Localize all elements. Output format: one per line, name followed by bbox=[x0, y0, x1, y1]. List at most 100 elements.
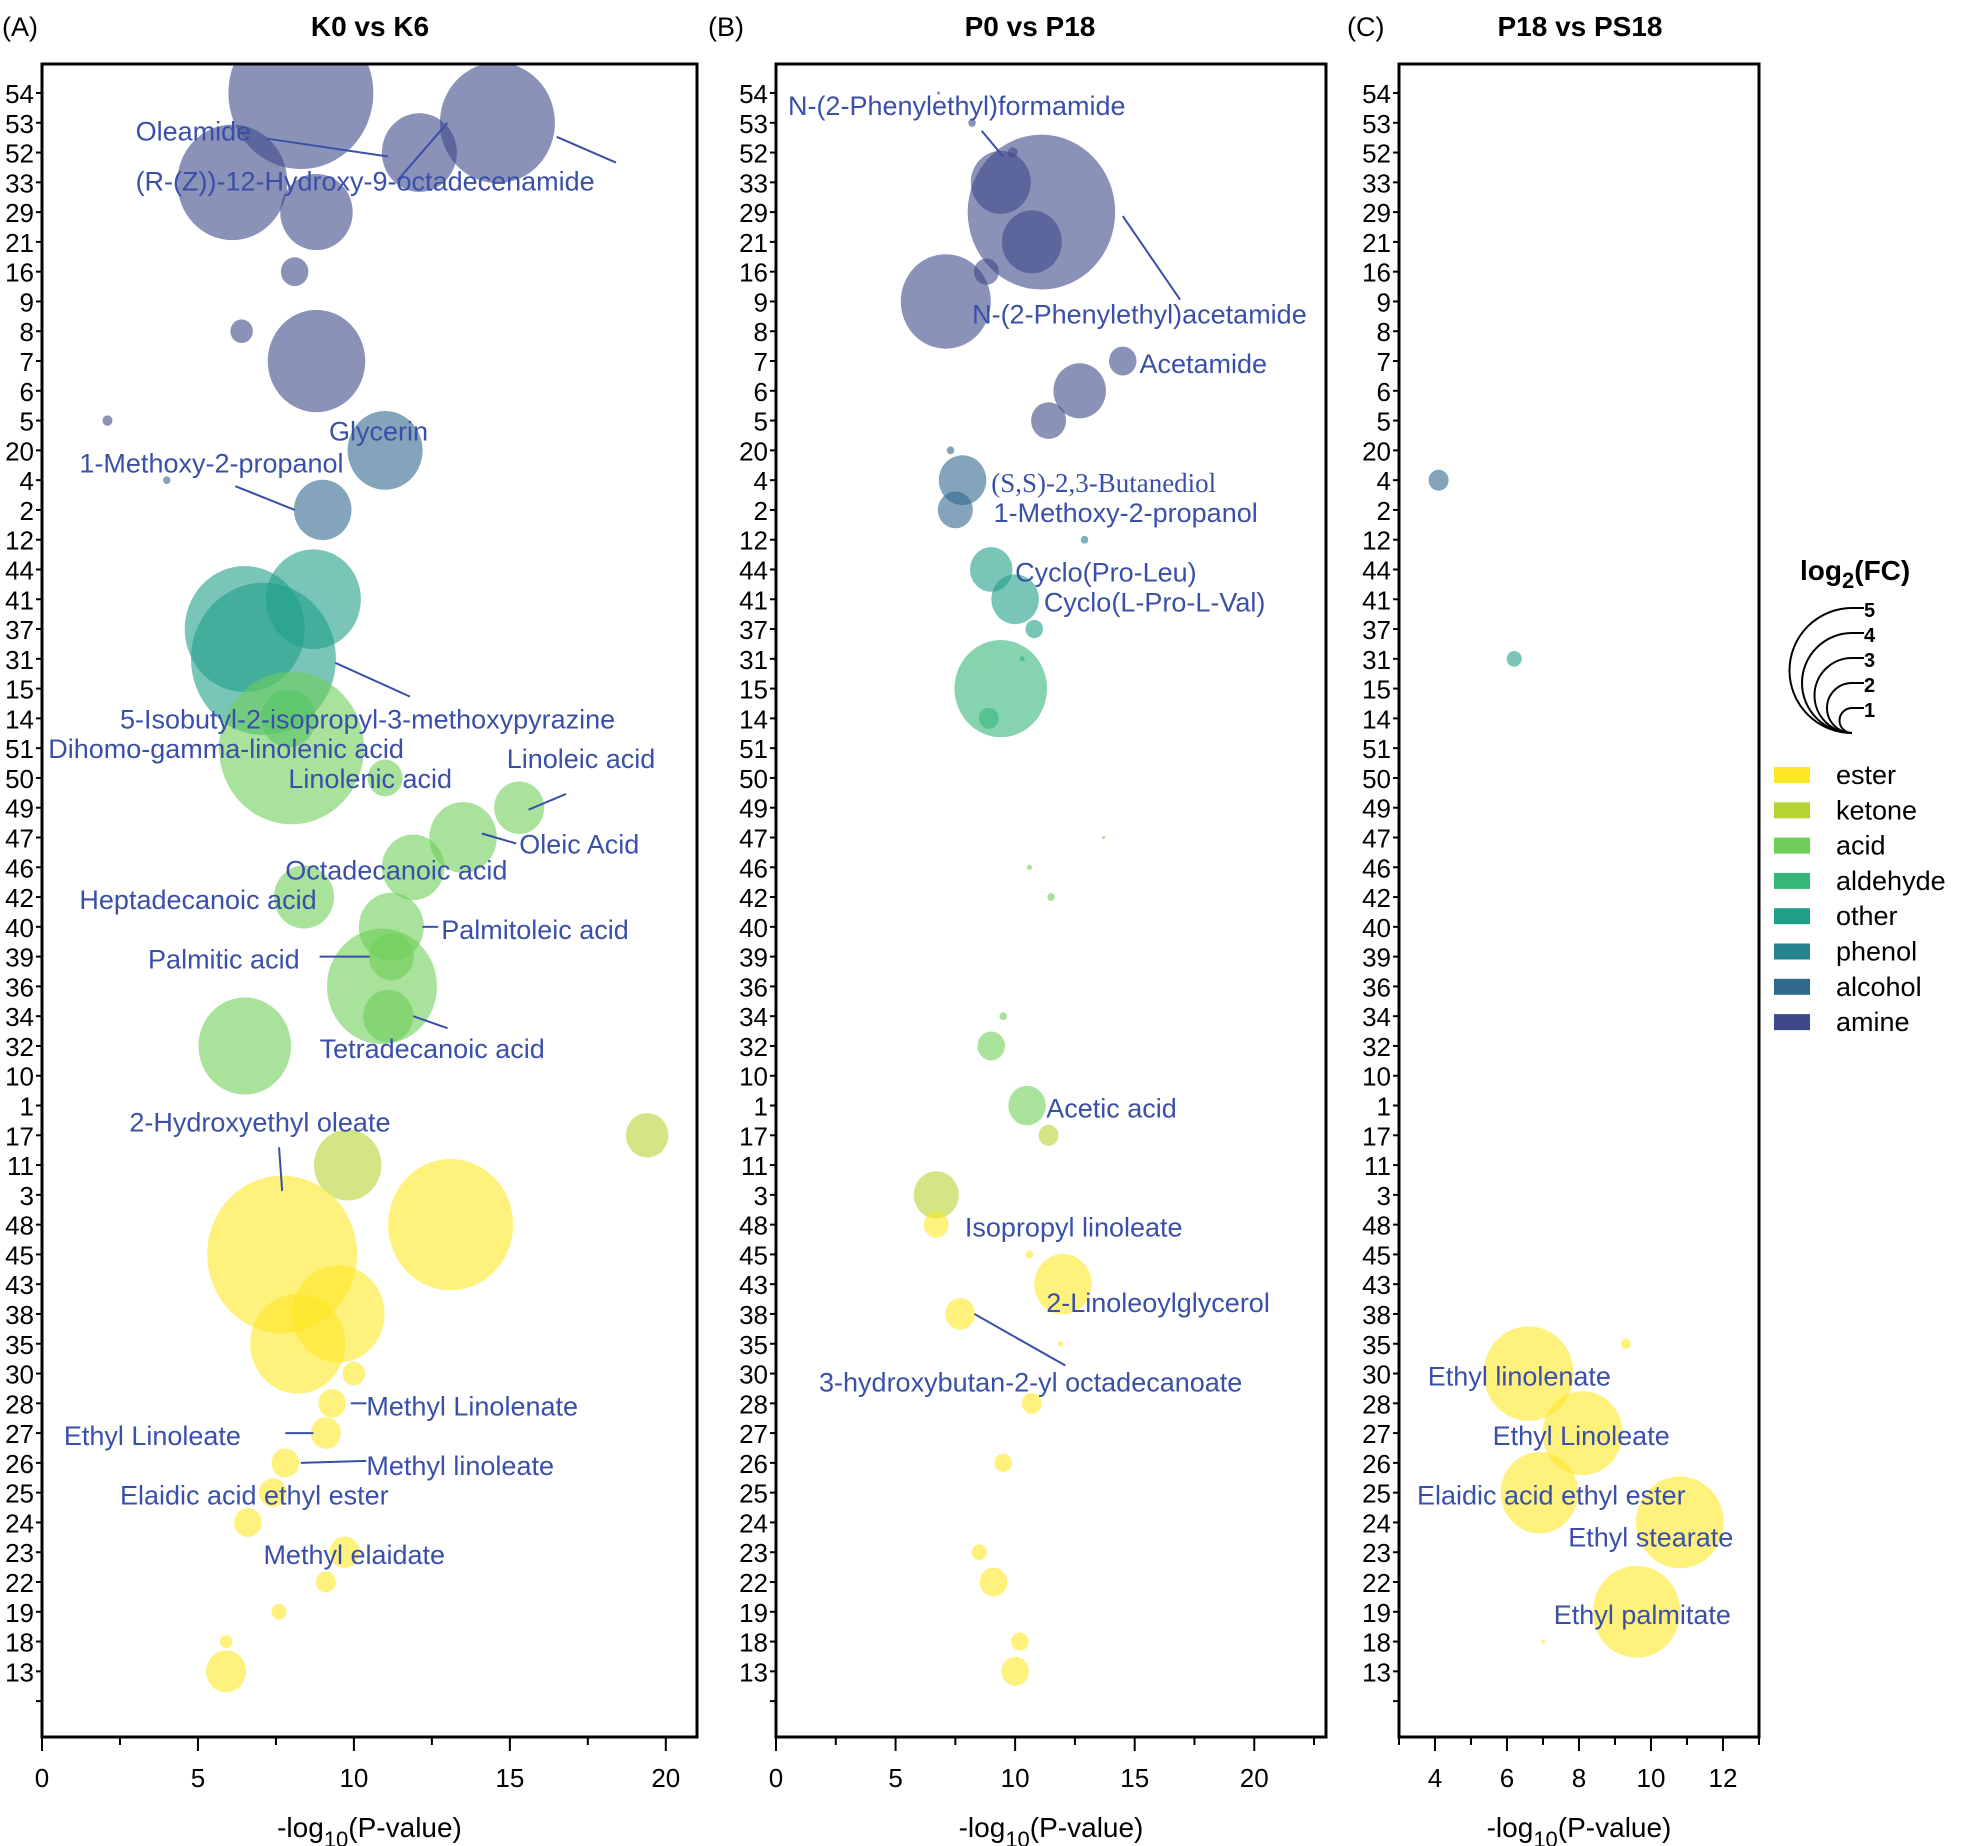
y-tick-label: 49 bbox=[739, 794, 768, 824]
y-tick-label: 37 bbox=[1362, 615, 1391, 645]
bubble-amine bbox=[1001, 210, 1062, 274]
x-tick-label: 10 bbox=[1637, 1763, 1666, 1793]
x-axis-label-prefix: -log bbox=[959, 1812, 1006, 1843]
y-tick-label: 47 bbox=[1362, 824, 1391, 854]
y-tick-label: 19 bbox=[739, 1598, 768, 1628]
y-tick-label: 13 bbox=[5, 1657, 34, 1687]
y-tick-label: 51 bbox=[739, 734, 768, 764]
y-tick-label: 33 bbox=[739, 168, 768, 198]
y-tick-label: 1 bbox=[20, 1092, 34, 1122]
annotation-label: Oleamide bbox=[136, 117, 252, 147]
y-tick-label: 12 bbox=[1362, 526, 1391, 556]
x-tick-label: 20 bbox=[651, 1763, 680, 1793]
y-tick-label: 26 bbox=[1362, 1449, 1391, 1479]
annotation-label: Ethyl Linoleate bbox=[1493, 1421, 1670, 1451]
bubble-acid bbox=[363, 989, 414, 1043]
y-tick-label: 51 bbox=[1362, 734, 1391, 764]
y-tick-label: 39 bbox=[1362, 943, 1391, 973]
bubble-amine bbox=[1053, 363, 1106, 419]
bubble-ester bbox=[388, 1159, 514, 1291]
annotation-label: Ethyl Linoleate bbox=[64, 1421, 241, 1451]
y-tick-label: 21 bbox=[1362, 228, 1391, 258]
plot-frame bbox=[40, 62, 699, 1739]
y-tick-label: 26 bbox=[739, 1449, 768, 1479]
y-tick-label: 34 bbox=[1362, 1002, 1391, 1032]
bubble-acid bbox=[219, 672, 365, 825]
legend-title-prefix: log bbox=[1800, 555, 1842, 586]
x-axis-label-tail: (P-value) bbox=[348, 1812, 462, 1843]
bubble-other bbox=[1025, 619, 1044, 639]
legend-swatch-other bbox=[1774, 908, 1810, 925]
x-tick-label: 15 bbox=[495, 1763, 524, 1793]
y-tick-label: 47 bbox=[5, 824, 34, 854]
y-tick-label: 38 bbox=[739, 1300, 768, 1330]
y-tick-label: 12 bbox=[739, 526, 768, 556]
bubble-amine bbox=[970, 150, 1031, 214]
bubble-phenol bbox=[1080, 535, 1089, 544]
plot-frame bbox=[774, 62, 1328, 1739]
y-tick-label: 4 bbox=[1377, 466, 1391, 496]
annotation-label: Methyl Linolenate bbox=[366, 1391, 578, 1421]
leader-line bbox=[556, 135, 617, 164]
bubble-amine bbox=[900, 254, 991, 349]
y-tick-label: 18 bbox=[1362, 1628, 1391, 1658]
panel-title: P0 vs P18 bbox=[965, 11, 1096, 42]
annotation-label: Isopropyl linoleate bbox=[965, 1213, 1183, 1243]
y-tick-label: 16 bbox=[739, 258, 768, 288]
y-tick-label: 30 bbox=[1362, 1360, 1391, 1390]
bubble-ester bbox=[1541, 1639, 1545, 1644]
annotation-label: Acetamide bbox=[1139, 349, 1267, 379]
x-tick-label: 10 bbox=[1001, 1763, 1030, 1793]
y-tick-label: 5 bbox=[20, 407, 34, 437]
bubble-ester bbox=[271, 1603, 287, 1620]
y-tick-label: 2 bbox=[754, 496, 768, 526]
y-tick-label: 14 bbox=[1362, 704, 1391, 734]
x-tick-label: 0 bbox=[35, 1763, 49, 1793]
y-tick-label: 51 bbox=[5, 734, 34, 764]
bubble-acid bbox=[977, 1031, 1005, 1061]
y-tick-label: 10 bbox=[5, 1062, 34, 1092]
x-axis-label-tail: (P-value) bbox=[1030, 1812, 1144, 1843]
y-tick-label: 52 bbox=[5, 139, 34, 169]
y-tick-label: 41 bbox=[1362, 585, 1391, 615]
x-axis-label-tail: (P-value) bbox=[1558, 1812, 1672, 1843]
y-tick-label: 43 bbox=[1362, 1270, 1391, 1300]
leader-line bbox=[1121, 215, 1181, 301]
y-tick-label: 41 bbox=[5, 585, 34, 615]
panel-letter: (A) bbox=[2, 12, 38, 42]
annotations: Oleamide (R-(Z))-12-Hydroxy-9-octadecenam… bbox=[48, 117, 655, 1571]
y-tick-label: 32 bbox=[1362, 1032, 1391, 1062]
y-tick-label: 53 bbox=[5, 109, 34, 139]
leader-line bbox=[266, 137, 389, 158]
bubble-ester bbox=[1500, 1451, 1579, 1534]
bubble-ester bbox=[206, 1650, 247, 1693]
bubble-ester bbox=[1034, 1254, 1092, 1315]
bubble-acid bbox=[1008, 1085, 1046, 1126]
legend-swatch-ester bbox=[1774, 767, 1810, 783]
y-tick-label: 46 bbox=[739, 853, 768, 883]
y-tick-label: 52 bbox=[1362, 139, 1391, 169]
y-tick-label: 27 bbox=[1362, 1419, 1391, 1449]
y-tick-label: 10 bbox=[1362, 1062, 1391, 1092]
bubble-ester bbox=[310, 1417, 341, 1449]
bubble-ester bbox=[271, 1448, 300, 1478]
legend-label-ketone: ketone bbox=[1836, 795, 1917, 825]
bubbles bbox=[900, 91, 1137, 1686]
y-tick-label: 9 bbox=[20, 287, 34, 317]
panel-b: (B) P0 vs P18N-(2-Phenylethyl)formamideN-… bbox=[708, 11, 1328, 1846]
y-tick-label: 54 bbox=[5, 79, 34, 109]
y-tick-label: 54 bbox=[1362, 79, 1391, 109]
bubble-aldehyde bbox=[954, 640, 1048, 738]
y-tick-label: 25 bbox=[5, 1479, 34, 1509]
legend-size-label: 4 bbox=[1864, 625, 1876, 647]
annotation-label: Heptadecanoic acid bbox=[79, 885, 316, 915]
y-tick-label: 50 bbox=[5, 764, 34, 794]
y-tick-label: 6 bbox=[20, 377, 34, 407]
bubble-ester bbox=[1021, 1392, 1042, 1414]
annotation-label: (S,S)-2,3-Butanediol bbox=[991, 468, 1216, 498]
y-tick-label: 3 bbox=[754, 1181, 768, 1211]
annotation-label: 2-Hydroxyethyl oleate bbox=[129, 1107, 390, 1137]
y-tick-label: 40 bbox=[5, 913, 34, 943]
annotation-label: Cyclo(L-Pro-L-Val) bbox=[1044, 587, 1266, 617]
y-tick-label: 25 bbox=[1362, 1479, 1391, 1509]
